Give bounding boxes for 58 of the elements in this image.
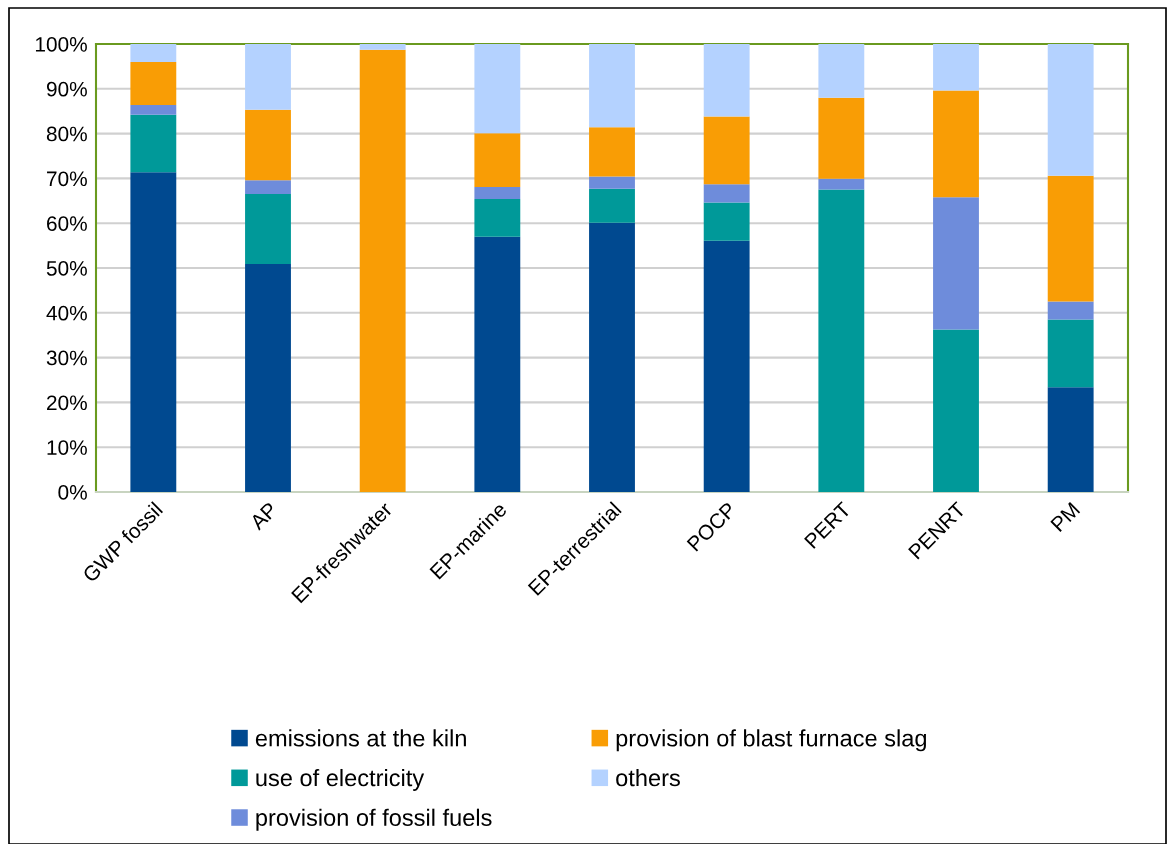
bar [130, 44, 177, 62]
bar [359, 44, 406, 50]
bar [245, 180, 291, 195]
bar [589, 176, 635, 189]
bar [474, 199, 521, 237]
bar [933, 90, 979, 198]
y-tick-label: 100% [35, 37, 87, 52]
bar [1047, 319, 1094, 388]
legend-label: provision of blast furnace slag [616, 729, 926, 752]
bar [818, 178, 865, 190]
bar [245, 263, 291, 492]
bar [703, 202, 750, 241]
bar [130, 61, 177, 105]
bar [818, 44, 865, 98]
bar [1047, 301, 1094, 320]
bar [245, 194, 291, 264]
y-tick-label: 20% [47, 395, 87, 411]
y-tick-label: 60% [47, 216, 87, 231]
y-tick-label: 0% [58, 485, 87, 500]
bar [589, 44, 635, 128]
bar [245, 109, 291, 181]
bar [359, 49, 406, 492]
legend-label: others [616, 768, 680, 787]
bar [474, 44, 521, 134]
bar [589, 222, 635, 492]
y-tick-label: 50% [46, 261, 87, 276]
y-tick-label: 70% [47, 171, 87, 187]
x-tick-label: PM [1050, 502, 1081, 532]
bar [130, 172, 177, 492]
y-tick-label: 30% [46, 350, 87, 366]
x-tick-label: AP [248, 501, 278, 531]
y-tick-label: 80% [46, 126, 87, 142]
bar [818, 97, 865, 179]
bar [703, 184, 750, 203]
bar [1047, 175, 1094, 302]
bar [818, 189, 865, 492]
bar [703, 44, 750, 117]
bar [474, 186, 521, 200]
bar [130, 114, 177, 173]
bar [703, 240, 750, 492]
bar [474, 236, 521, 492]
bar [589, 127, 635, 177]
legend-label: use of electricity [256, 768, 425, 791]
bar [245, 44, 291, 110]
legend-label: provision of fossil fuels [256, 808, 492, 831]
bar [1047, 387, 1094, 492]
bar [933, 329, 979, 492]
y-tick-label: 90% [46, 81, 87, 97]
bar [703, 116, 750, 185]
y-tick-label: 10% [47, 440, 87, 455]
bar [130, 104, 177, 115]
legend-label: emissions at the kiln [255, 729, 466, 747]
bar [933, 44, 979, 91]
bar [474, 133, 521, 187]
y-tick-label: 40% [46, 305, 87, 321]
bar [933, 197, 979, 330]
bar [589, 188, 635, 223]
bar [1047, 44, 1094, 176]
